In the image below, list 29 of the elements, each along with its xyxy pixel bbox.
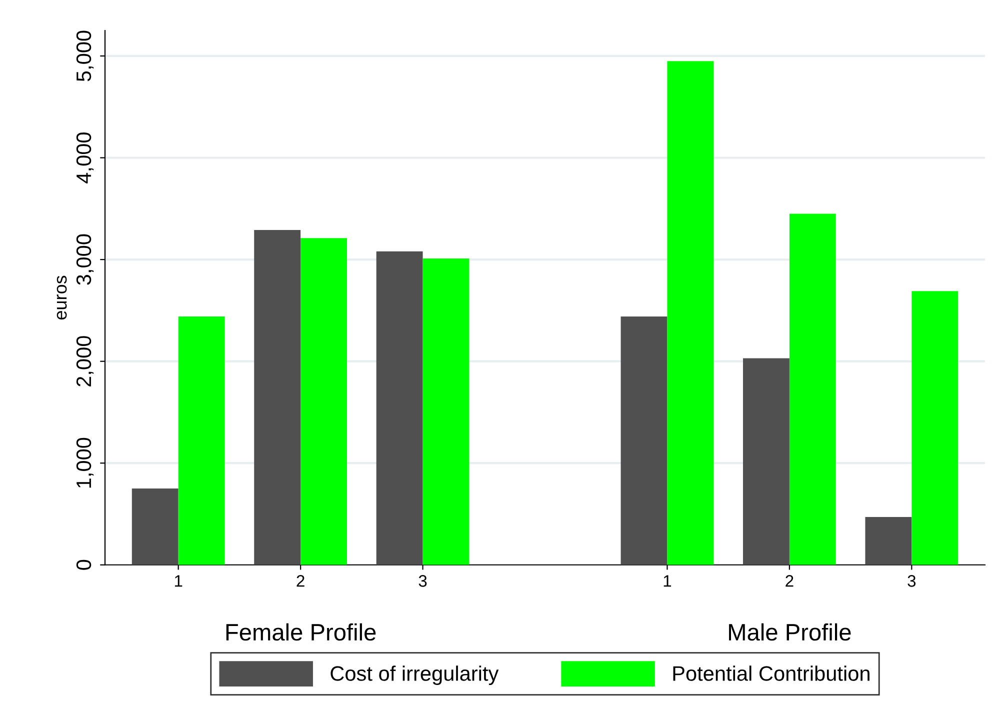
y-tick-label: 5,000 [76, 30, 94, 82]
bar [743, 358, 790, 565]
y-tick-label: 2,000 [76, 336, 94, 386]
y-axis-title: euros [56, 276, 67, 320]
text: Female Profile [226, 623, 376, 641]
bar [132, 488, 178, 565]
bar [178, 316, 225, 565]
x-tick-label: 2 [786, 575, 794, 587]
bar [789, 214, 836, 565]
bar [422, 258, 470, 565]
y-tick-label: 1,000 [76, 438, 94, 488]
bar [254, 230, 301, 565]
x-tick-label: 1 [664, 575, 672, 587]
y-tick-label: 4,000 [76, 132, 94, 184]
legend-label: Cost of irregularity [330, 666, 499, 686]
bar [376, 251, 423, 565]
x-tick-label: 3 [908, 575, 916, 587]
text: Male Profile [729, 623, 851, 641]
bar [300, 238, 347, 565]
x-tick-label: 3 [418, 575, 427, 587]
x-tick-label: 1 [174, 575, 182, 587]
bar [912, 291, 958, 565]
bar [865, 517, 912, 565]
y-tick-label: 0 [76, 560, 92, 570]
bar [667, 61, 714, 565]
bar [620, 316, 668, 565]
y-tick-label: 3,000 [76, 234, 94, 285]
legend-label: Potential Contribution [673, 666, 870, 681]
x-tick-label: 2 [296, 575, 304, 587]
